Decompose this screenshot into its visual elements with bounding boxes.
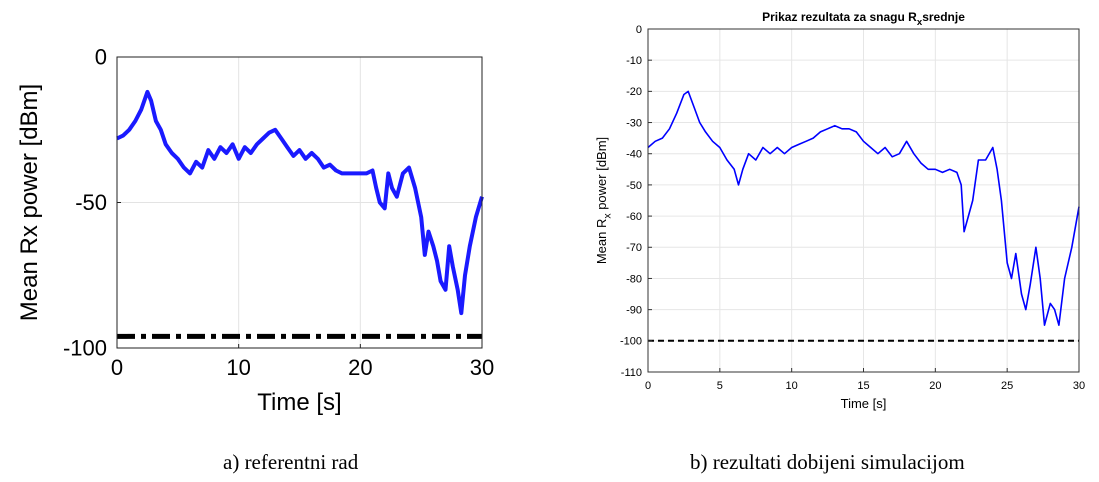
y-tick-label: -80 — [626, 273, 642, 285]
y-tick-label: -50 — [75, 190, 107, 215]
x-tick-label: 0 — [645, 380, 651, 392]
rx-power-line — [116, 89, 484, 316]
y-tick-label: -10 — [626, 55, 642, 67]
x-tick-label: 10 — [786, 380, 798, 392]
x-tick-label: 30 — [470, 355, 494, 380]
left-caption: a) referentni rad — [223, 450, 359, 474]
y-axis-label: Mean Rx power [dBm] — [16, 84, 43, 321]
y-tick-label: -100 — [620, 336, 642, 348]
y-tick-label: 0 — [95, 45, 107, 70]
x-tick-label: 5 — [717, 380, 723, 392]
x-tick-label: 25 — [1001, 380, 1013, 392]
x-axis-label: Time [s] — [257, 389, 341, 416]
rx-power-line — [647, 90, 1080, 327]
x-tick-label: 15 — [857, 380, 869, 392]
left-chart-panel: 0 10 20 30 0 -50 -100 Time [s] Mean Rx power [dB… — [0, 0, 520, 482]
right-chart: 0 5 10 15 20 25 30 0 -10 -20 -30 -40 -50 -60 -70 -80 -90… — [594, 10, 1085, 411]
y-tick-label: -100 — [63, 336, 107, 361]
x-tick-label: 20 — [929, 380, 941, 392]
y-tick-label: -40 — [626, 149, 642, 161]
left-chart: 0 10 20 30 0 -50 -100 Time [s] Mean Rx power [dB… — [16, 45, 494, 416]
y-tick-label: -70 — [626, 242, 642, 254]
y-tick-label: -60 — [626, 211, 642, 223]
x-tick-label: 0 — [111, 355, 123, 380]
y-tick-label: -90 — [626, 304, 642, 316]
y-tick-label: -50 — [626, 180, 642, 192]
x-tick-label: 20 — [348, 355, 372, 380]
right-chart-panel: 0 5 10 15 20 25 30 0 -10 -20 -30 -40 -50 -60 -70 -80 -90… — [570, 0, 1099, 482]
y-axis-label: Mean Rx power [dBm] — [594, 137, 614, 264]
right-caption: b) rezultati dobijeni simulacijom — [690, 450, 965, 474]
x-tick-label: 30 — [1073, 380, 1085, 392]
x-tick-label: 10 — [226, 355, 250, 380]
y-tick-label: -110 — [621, 367, 642, 379]
y-tick-label: -30 — [626, 117, 642, 129]
y-tick-label: 0 — [636, 24, 642, 36]
x-axis-label: Time [s] — [841, 396, 887, 411]
y-tick-label: -20 — [626, 86, 642, 98]
chart-title: Prikaz rezultata za snagu Rxsrednje — [762, 10, 965, 28]
